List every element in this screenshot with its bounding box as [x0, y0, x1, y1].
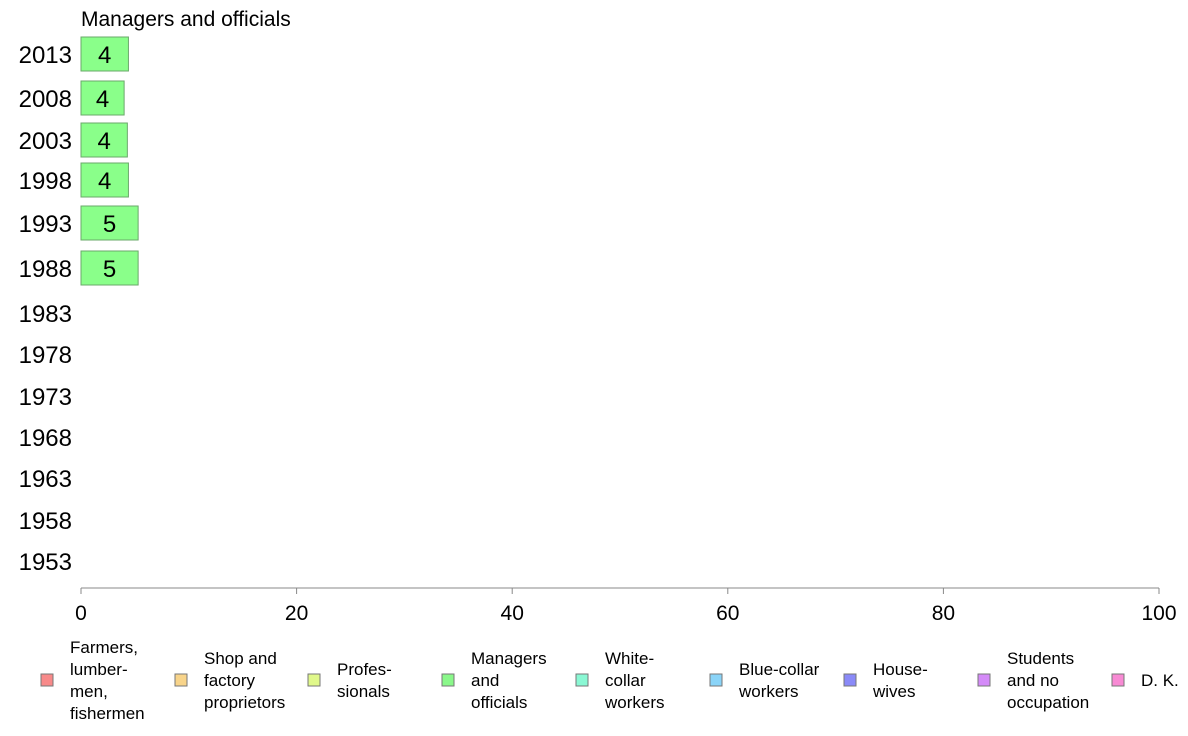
- y-tick-label: 1983: [19, 301, 72, 328]
- y-tick-label: 2003: [19, 128, 72, 155]
- legend-swatch: [575, 673, 589, 687]
- legend-swatch: [843, 673, 857, 687]
- x-tick-label: 0: [75, 602, 87, 625]
- legend-swatch: [1111, 673, 1125, 687]
- legend-label: Shop and: [204, 649, 277, 668]
- legend-item: Farmers, lumber-men, fishermen: [40, 638, 145, 723]
- bar-value-label: 4: [96, 86, 109, 113]
- legend-swatch: [977, 673, 991, 687]
- legend-item: House-wives: [843, 660, 928, 701]
- bar: [80, 36, 129, 72]
- bar-value-label: 5: [103, 256, 116, 283]
- legend-label: workers: [604, 693, 665, 712]
- legend-label: Managers: [471, 649, 547, 668]
- legend-label: D. K.: [1141, 671, 1179, 690]
- bar-value-label: 5: [103, 211, 116, 238]
- x-tick-label: 100: [1141, 602, 1176, 625]
- x-tick-label: 20: [285, 602, 308, 625]
- y-tick-label: 1988: [19, 256, 72, 283]
- legend-label: occupation: [1007, 693, 1089, 712]
- legend-swatch: [441, 673, 455, 687]
- y-tick-label: 1953: [19, 549, 72, 576]
- bar: [80, 205, 139, 241]
- bar: [80, 80, 125, 116]
- legend-label: House-: [873, 660, 928, 679]
- legend-label: proprietors: [204, 693, 285, 712]
- legend-item: D. K.: [1111, 671, 1179, 690]
- x-tick-label: 40: [501, 602, 524, 625]
- legend-label: Students: [1007, 649, 1074, 668]
- legend-label: collar: [605, 671, 646, 690]
- y-tick-label: 1993: [19, 211, 72, 238]
- legend-item: Profes-sionals: [307, 660, 392, 701]
- legend-item: Shop and factory proprietors: [174, 649, 285, 712]
- y-tick-label: 2008: [19, 86, 72, 113]
- legend-label: Blue-collar: [739, 660, 820, 679]
- bar-value-label: 4: [98, 168, 111, 195]
- legend-label: lumber-: [70, 660, 128, 679]
- legend-label: Farmers,: [70, 638, 138, 657]
- y-tick-label: 2013: [19, 42, 72, 69]
- y-tick-label: 1978: [19, 342, 72, 369]
- legend-item: Blue-collar workers: [709, 660, 820, 701]
- legend-label: officials: [471, 693, 527, 712]
- legend-label: and no: [1007, 671, 1059, 690]
- bar: [80, 162, 129, 198]
- legend-swatch: [40, 673, 54, 687]
- y-tick-label: 1973: [19, 384, 72, 411]
- legend-label: White-: [605, 649, 654, 668]
- legend-label: and: [471, 671, 499, 690]
- y-tick-label: 1998: [19, 168, 72, 195]
- legend-item: Students and no occupation: [977, 649, 1089, 712]
- chart-title: Managers and officials: [81, 8, 291, 31]
- legend-label: wives: [872, 682, 916, 701]
- legend-label: sionals: [337, 682, 390, 701]
- y-tick-label: 1958: [19, 508, 72, 535]
- bar-value-label: 4: [97, 128, 110, 155]
- x-tick-label: 60: [716, 602, 739, 625]
- legend-swatch: [174, 673, 188, 687]
- legend-label: fishermen: [70, 704, 145, 723]
- legend-label: men,: [70, 682, 108, 701]
- legend-label: Profes-: [337, 660, 392, 679]
- y-tick-label: 1963: [19, 466, 72, 493]
- y-tick-label: 1968: [19, 425, 72, 452]
- legend-label: factory: [204, 671, 256, 690]
- legend-item: Managers and officials: [441, 649, 547, 712]
- bar-value-label: 4: [98, 42, 111, 69]
- legend-swatch: [709, 673, 723, 687]
- x-tick-label: 80: [932, 602, 955, 625]
- legend-label: workers: [738, 682, 799, 701]
- bar: [80, 122, 128, 158]
- legend-swatch: [307, 673, 321, 687]
- bar: [80, 250, 139, 286]
- legend-item: White-collar workers: [575, 649, 665, 712]
